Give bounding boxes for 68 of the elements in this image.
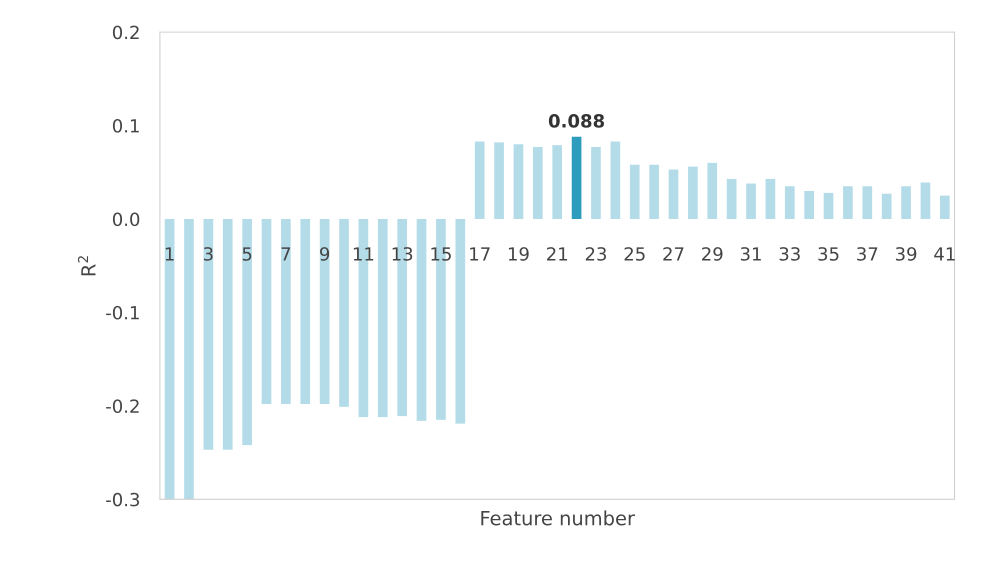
- x-tick-label: 15: [431, 247, 451, 261]
- x-axis-title: Feature number: [481, 510, 635, 526]
- bar: [843, 186, 853, 219]
- bar: [281, 219, 291, 404]
- bar: [164, 219, 174, 500]
- bar: [572, 136, 582, 219]
- bar: [630, 164, 640, 219]
- bar: [804, 190, 814, 219]
- x-tick-label: 41: [934, 247, 955, 260]
- bar: [552, 145, 562, 219]
- bar: [514, 144, 524, 219]
- x-tick-label: 37: [857, 247, 878, 261]
- bar: [591, 147, 601, 219]
- x-tick-label: 35: [818, 247, 838, 261]
- bar: [204, 219, 214, 450]
- y-tick-label: 0.0: [112, 212, 140, 226]
- y-axis-title: R$^{2}$: [78, 256, 96, 276]
- x-tick-label: 7: [282, 247, 290, 260]
- x-tick-label: 23: [586, 247, 606, 261]
- x-tick-label: 19: [508, 247, 529, 261]
- bar: [824, 192, 834, 219]
- bar: [901, 186, 911, 219]
- bar: [320, 219, 330, 404]
- x-tick-label: 25: [624, 247, 645, 261]
- y-tick-label: -0.1: [106, 306, 139, 320]
- x-tick-label: 1: [166, 247, 174, 260]
- bar: [339, 219, 349, 407]
- bar: [494, 142, 504, 219]
- x-tick-label: 11: [354, 247, 374, 260]
- bar: [378, 219, 388, 418]
- y-tick-label: 0.2: [112, 26, 139, 40]
- x-tick-label: 13: [392, 247, 412, 261]
- x-tick-label: 27: [663, 247, 684, 260]
- bar: [262, 219, 272, 404]
- y-tick-label: -0.2: [106, 399, 139, 413]
- bar: [649, 164, 659, 219]
- x-tick-label: 39: [896, 247, 916, 261]
- bar: [610, 141, 620, 219]
- bar: [746, 183, 756, 219]
- bar: [862, 186, 872, 219]
- x-tick-label: 33: [780, 247, 800, 261]
- bar: [532, 147, 543, 219]
- bar: [920, 182, 930, 219]
- bar: [184, 219, 194, 500]
- bar: [416, 219, 426, 421]
- bar: [726, 178, 736, 219]
- bar: [766, 178, 776, 219]
- bar: [474, 141, 485, 219]
- bar: [940, 196, 950, 219]
- x-tick-label: 9: [320, 247, 330, 261]
- x-tick-label: 5: [242, 247, 252, 261]
- bar: [242, 219, 252, 446]
- y-tick-label: -0.3: [106, 492, 140, 506]
- data-label: 0.088: [548, 114, 604, 128]
- bar: [784, 186, 795, 219]
- bar: [300, 219, 310, 404]
- x-tick-label: 29: [702, 247, 722, 261]
- bar: [455, 219, 466, 424]
- bar: [882, 194, 892, 219]
- bar: [668, 169, 678, 219]
- x-tick-label: 3: [204, 247, 213, 261]
- bar: [222, 219, 233, 450]
- bar: [707, 162, 718, 219]
- x-tick-label: 17: [470, 247, 490, 260]
- bar: [688, 166, 698, 219]
- x-tick-label: 21: [547, 247, 568, 260]
- y-tick-label: 0.1: [112, 119, 139, 133]
- x-tick-label: 31: [740, 247, 761, 261]
